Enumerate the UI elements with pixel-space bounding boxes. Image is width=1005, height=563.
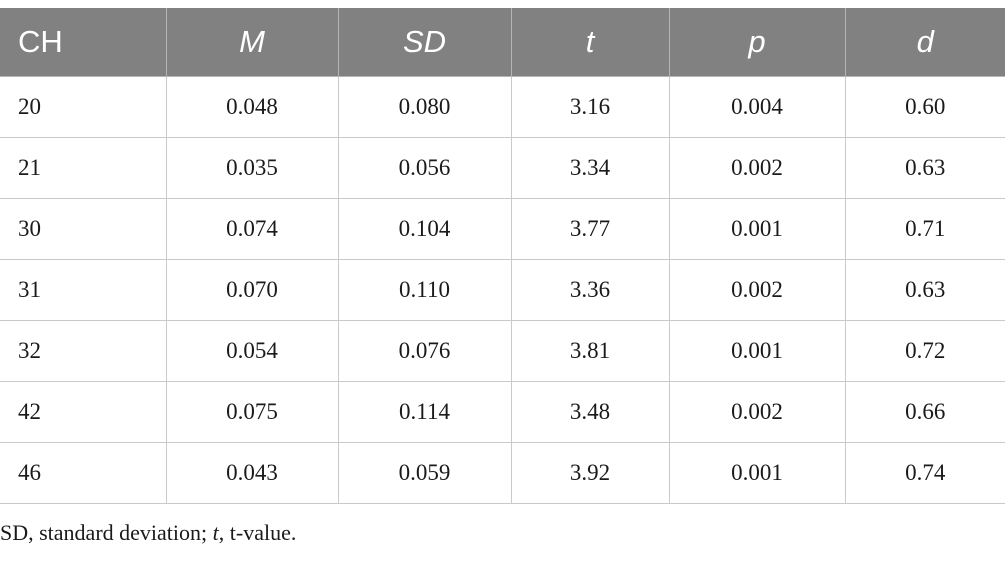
header-d: d [844,8,1005,77]
cell-mean: 0.054 [165,320,338,382]
header-mean: M [165,8,338,77]
cell-t: 3.77 [510,198,669,260]
cell-mean: 0.074 [165,198,338,260]
cell-d: 0.74 [844,442,1005,504]
cell-d: 0.60 [844,76,1005,138]
cell-p: 0.002 [668,137,845,199]
cell-t: 3.48 [510,381,669,443]
table-row: 32 0.054 0.076 3.81 0.001 0.72 [0,320,1005,382]
cell-ch: 31 [0,259,166,321]
cell-ch: 30 [0,198,166,260]
cell-p: 0.001 [668,198,845,260]
header-ch: CH [0,8,166,77]
cell-d: 0.72 [844,320,1005,382]
table-row: 31 0.070 0.110 3.36 0.002 0.63 [0,259,1005,321]
table-header-row: CH M SD t p d [0,8,1005,77]
cell-ch: 42 [0,381,166,443]
table-row: 46 0.043 0.059 3.92 0.001 0.74 [0,442,1005,504]
cell-p: 0.004 [668,76,845,138]
cell-sd: 0.110 [337,259,511,321]
cell-sd: 0.104 [337,198,511,260]
cell-mean: 0.070 [165,259,338,321]
cell-sd: 0.059 [337,442,511,504]
cell-t: 3.92 [510,442,669,504]
cell-sd: 0.080 [337,76,511,138]
cell-mean: 0.075 [165,381,338,443]
cell-d: 0.66 [844,381,1005,443]
table-footnote: SD, standard deviation; t, t-value. [0,520,296,546]
cell-sd: 0.114 [337,381,511,443]
cell-p: 0.001 [668,442,845,504]
header-p: p [668,8,845,77]
footnote-text-2: , t-value. [218,520,297,545]
results-table-container: CH M SD t p d 20 0.048 0.080 3.16 0.004 … [0,8,1005,504]
cell-p: 0.002 [668,259,845,321]
cell-d: 0.63 [844,137,1005,199]
cell-p: 0.002 [668,381,845,443]
cell-mean: 0.048 [165,76,338,138]
cell-d: 0.63 [844,259,1005,321]
cell-d: 0.71 [844,198,1005,260]
cell-ch: 46 [0,442,166,504]
cell-t: 3.34 [510,137,669,199]
cell-t: 3.36 [510,259,669,321]
table-row: 20 0.048 0.080 3.16 0.004 0.60 [0,76,1005,138]
cell-mean: 0.043 [165,442,338,504]
footnote-text-1: SD, standard deviation; [0,520,213,545]
header-t: t [510,8,669,77]
cell-ch: 20 [0,76,166,138]
cell-p: 0.001 [668,320,845,382]
header-sd: SD [337,8,511,77]
results-table: CH M SD t p d 20 0.048 0.080 3.16 0.004 … [0,8,1005,504]
table-row: 30 0.074 0.104 3.77 0.001 0.71 [0,198,1005,260]
cell-ch: 32 [0,320,166,382]
table-row: 21 0.035 0.056 3.34 0.002 0.63 [0,137,1005,199]
table-row: 42 0.075 0.114 3.48 0.002 0.66 [0,381,1005,443]
cell-t: 3.81 [510,320,669,382]
cell-sd: 0.056 [337,137,511,199]
cell-t: 3.16 [510,76,669,138]
cell-sd: 0.076 [337,320,511,382]
cell-ch: 21 [0,137,166,199]
cell-mean: 0.035 [165,137,338,199]
footnote-t-symbol: t [212,520,219,545]
